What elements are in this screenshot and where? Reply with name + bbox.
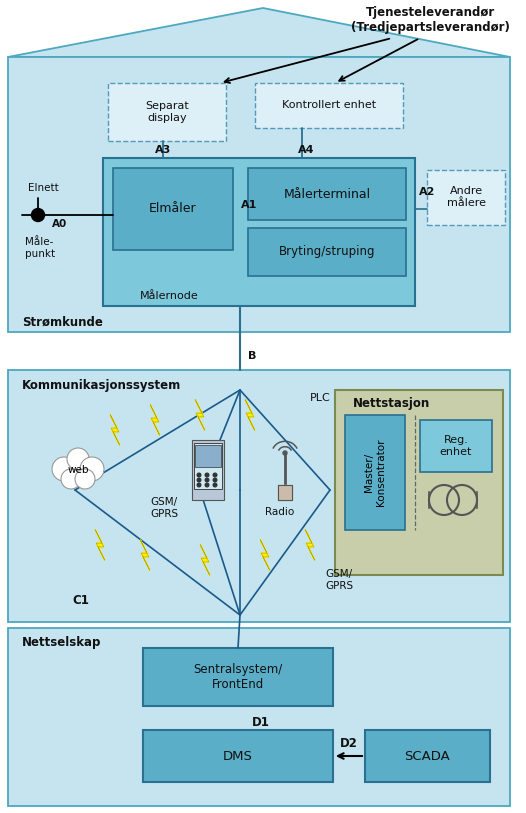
Text: C1: C1	[72, 593, 89, 606]
Circle shape	[205, 478, 209, 482]
Text: Målerterminal: Målerterminal	[284, 188, 370, 201]
Text: Radio: Radio	[265, 507, 294, 517]
Circle shape	[205, 473, 209, 476]
Circle shape	[197, 478, 201, 482]
Bar	[420, 420, 492, 472]
Text: D2: D2	[340, 737, 358, 750]
Circle shape	[213, 483, 217, 487]
Circle shape	[67, 448, 89, 470]
Bar	[113, 168, 233, 250]
Circle shape	[197, 473, 201, 476]
Text: Måle-
punkt: Måle- punkt	[25, 237, 55, 259]
Text: PLC: PLC	[310, 393, 331, 403]
Bar	[8, 628, 510, 806]
Bar	[255, 83, 403, 128]
Bar	[194, 443, 222, 489]
Circle shape	[213, 473, 217, 476]
Circle shape	[213, 478, 217, 482]
Text: A0: A0	[52, 219, 67, 229]
Circle shape	[80, 457, 104, 481]
Circle shape	[32, 208, 45, 221]
Polygon shape	[140, 540, 150, 570]
Text: Strømkunde: Strømkunde	[22, 315, 103, 328]
Polygon shape	[245, 400, 255, 430]
Text: A4: A4	[298, 145, 315, 155]
Text: A2: A2	[419, 187, 436, 197]
Text: Kommunikasjonssystem: Kommunikasjonssystem	[22, 379, 181, 392]
Bar	[335, 390, 503, 575]
Text: Master/
Konsentrator: Master/ Konsentrator	[364, 438, 386, 506]
Text: Reg.
enhet: Reg. enhet	[440, 435, 472, 457]
Polygon shape	[200, 545, 210, 576]
Bar	[192, 440, 224, 500]
Text: Elnett: Elnett	[28, 183, 59, 193]
Polygon shape	[260, 540, 270, 570]
Polygon shape	[305, 530, 315, 560]
Polygon shape	[278, 485, 292, 500]
Text: Kontrollert enhet: Kontrollert enhet	[282, 100, 376, 110]
Polygon shape	[150, 405, 160, 435]
Text: D1: D1	[252, 715, 270, 728]
Text: Elmåler: Elmåler	[149, 202, 197, 215]
Bar	[143, 648, 333, 706]
Circle shape	[197, 483, 201, 487]
Polygon shape	[110, 415, 120, 446]
Circle shape	[205, 483, 209, 487]
Text: Nettselskap: Nettselskap	[22, 636, 102, 649]
Text: A3: A3	[155, 145, 171, 155]
Text: GSM/
GPRS: GSM/ GPRS	[325, 569, 353, 591]
Text: Bryting/struping: Bryting/struping	[279, 246, 375, 259]
Text: Nettstasjon: Nettstasjon	[353, 398, 430, 411]
Polygon shape	[195, 400, 205, 430]
Polygon shape	[8, 8, 510, 57]
Bar	[8, 57, 510, 332]
Bar	[8, 370, 510, 622]
Bar	[427, 170, 505, 225]
Bar	[248, 228, 406, 276]
Text: Målernode: Målernode	[140, 291, 199, 301]
Text: DMS: DMS	[223, 750, 253, 763]
Text: Separat
display: Separat display	[145, 101, 189, 123]
Bar	[365, 730, 490, 782]
Bar	[345, 415, 405, 530]
Circle shape	[61, 469, 81, 489]
Circle shape	[283, 451, 287, 455]
Text: SCADA: SCADA	[404, 750, 450, 763]
Bar	[143, 730, 333, 782]
Text: Tjenesteleverandør
(Tredjepartsleverandør): Tjenesteleverandør (Tredjepartsleverandø…	[350, 6, 510, 34]
Text: web: web	[67, 465, 89, 475]
Text: Sentralsystem/
FrontEnd: Sentralsystem/ FrontEnd	[194, 663, 282, 691]
Polygon shape	[95, 530, 105, 560]
Text: A1: A1	[241, 200, 257, 210]
Text: B: B	[248, 351, 256, 361]
Text: Andre
målere: Andre målere	[447, 186, 485, 208]
Bar	[248, 168, 406, 220]
Circle shape	[52, 457, 76, 481]
Bar	[103, 158, 415, 306]
Text: GSM/
GPRS: GSM/ GPRS	[150, 498, 178, 519]
Bar	[108, 83, 226, 141]
Circle shape	[75, 469, 95, 489]
Bar	[195, 445, 221, 467]
